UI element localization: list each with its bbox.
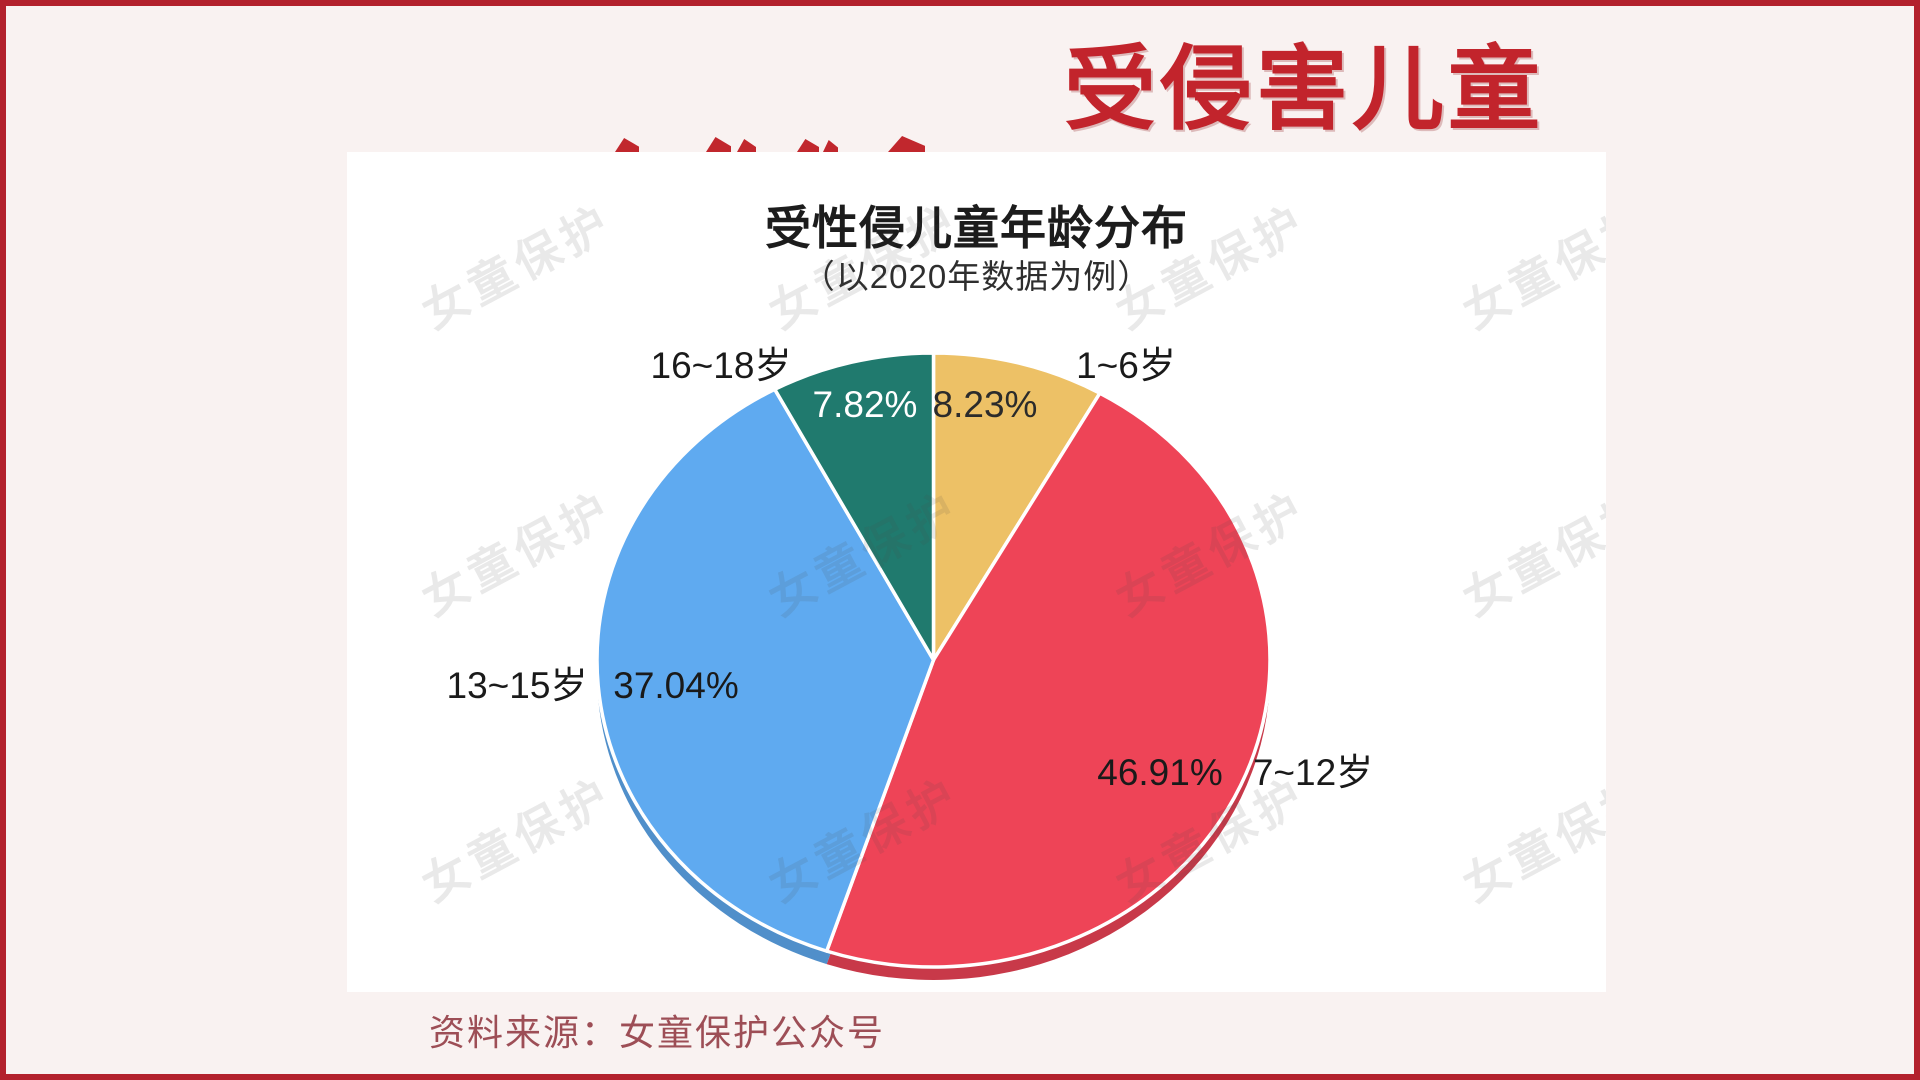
page-title: 受侵害儿童 (1064, 39, 1545, 141)
clipped-text-fragment (737, 139, 756, 152)
pie-label-1~6岁: 1~6岁 (1076, 345, 1176, 386)
pie-label-16~18岁: 16~18岁 (651, 345, 792, 386)
pie-slice-13~15岁 (595, 387, 936, 953)
clipped-text-fragment (823, 140, 838, 152)
pie-slice-1~6岁 (931, 351, 1102, 662)
pie-slice-7~12岁 (824, 391, 1272, 969)
pie-value-16~18岁: 7.82% (813, 384, 918, 425)
chart-title: 受性侵儿童年龄分布 (765, 202, 1188, 254)
pie-label-13~15岁: 13~15岁 (447, 665, 588, 706)
chart-panel: 受性侵儿童年龄分布 （以2020年数据为例） 1~6岁 8.23% 7~12岁 46.… (347, 152, 1606, 992)
pie-value-13~15岁: 37.04% (613, 665, 739, 706)
pie-label-7~12岁: 7~12岁 (1253, 752, 1373, 793)
clipped-text-fragment (888, 136, 925, 152)
clipped-text-fragment (615, 138, 639, 152)
source-caption: 资料来源：女童保护公众号 (429, 1013, 886, 1053)
pie-chart: 1~6岁 8.23% 7~12岁 46.91% 13~15岁 37.04% 16~18岁 7.… (447, 345, 1373, 981)
clipped-text-fragment (797, 139, 819, 152)
pie-slice-16~18岁 (772, 351, 936, 662)
pie-value-7~12岁: 46.91% (1097, 752, 1223, 793)
pie-value-1~6岁: 8.23% (933, 384, 1038, 425)
clipped-text-fragment (706, 137, 731, 152)
chart-subtitle: （以2020年数据为例） (801, 258, 1152, 295)
